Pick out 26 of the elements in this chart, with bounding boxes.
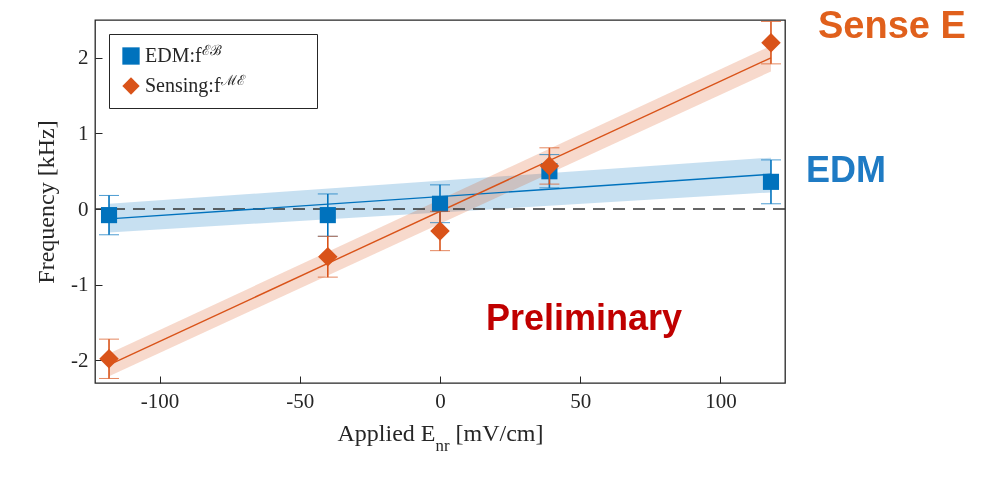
text: Sense E [818,4,966,46]
legend-label: Sensing:f$^{ℳℰ}$ [145,72,246,97]
x-tick-label: 50 [570,388,592,413]
legend-label: EDM:f$^{ℰℬ}$ [145,42,222,66]
x-tick-label: 100 [705,388,737,413]
point [762,173,780,190]
point [319,207,336,224]
x-axis-title: Applied E$_{nr}$ [mV/cm] [337,419,544,454]
y-tick-label: 2 [78,45,89,70]
y-axis-title: Frequency [kHz] [33,120,60,284]
point [318,246,338,267]
point [100,207,118,224]
x-tick-label: -50 [286,388,315,413]
point [431,195,449,212]
y-tick-label: 0 [78,196,89,221]
point [99,349,119,369]
y-tick-label: 1 [78,120,89,145]
y-tick-label: -2 [71,347,89,372]
y-tick-label: -1 [71,272,89,297]
x-tick-label: 0 [435,388,446,413]
text: EDM [806,149,886,190]
point [539,156,560,176]
x-tick-label: -100 [140,388,180,413]
point [761,32,781,53]
point [430,221,450,241]
annotation: Preliminary [486,297,683,338]
